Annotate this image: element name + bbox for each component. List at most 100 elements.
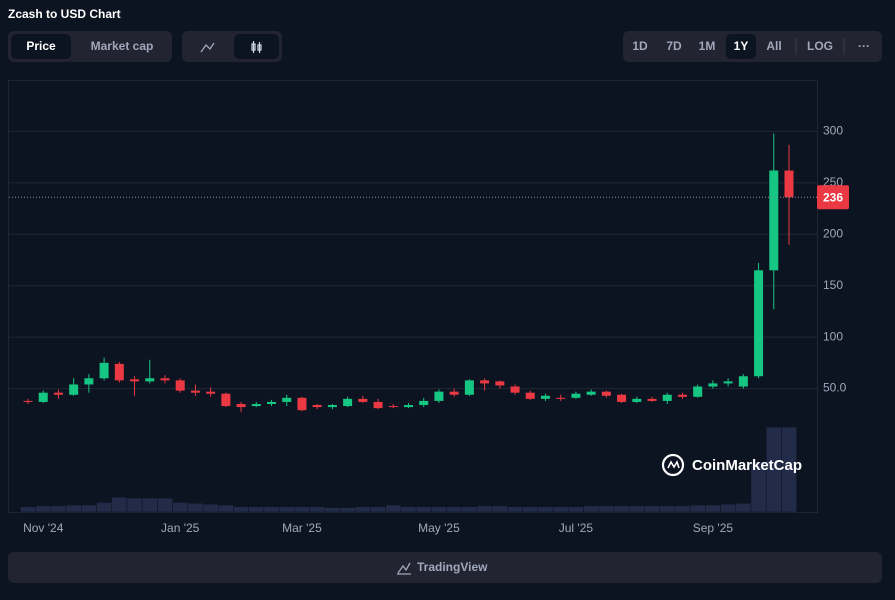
volume-bar (294, 506, 310, 513)
candle-body (404, 405, 413, 408)
tradingview-label[interactable]: TradingView (417, 560, 488, 574)
candle-body (769, 170, 779, 271)
plot-frame (8, 80, 818, 513)
volume-bar (431, 506, 447, 513)
volume-bar (126, 497, 143, 513)
candle-body (708, 383, 718, 387)
y-tick-label: 150 (823, 278, 843, 292)
candle-body (267, 401, 277, 404)
last-price-label: 236 (823, 190, 843, 204)
y-tick-label: 50.0 (823, 381, 847, 395)
candle-body (662, 394, 672, 401)
candle-body (69, 384, 79, 395)
candle-body (540, 395, 550, 399)
candle-body (434, 391, 444, 401)
volume-bar (96, 502, 112, 513)
volume-bar (705, 504, 721, 513)
volume-bar (278, 506, 295, 513)
range-button[interactable]: LOG (807, 39, 833, 53)
candle-body (525, 392, 535, 399)
candle-body (297, 397, 307, 411)
tab-button[interactable]: Price (26, 39, 56, 53)
volume-bar (476, 505, 493, 513)
candle-body (510, 386, 520, 393)
tradingview-button[interactable] (8, 552, 882, 583)
candle-body (99, 362, 109, 379)
volume-bar (248, 506, 265, 513)
volume-bar (50, 505, 67, 513)
x-tick-label: Nov '24 (23, 521, 64, 535)
volume-bar (263, 506, 280, 513)
range-button[interactable]: 1D (632, 39, 648, 53)
tradingview-icon (397, 562, 411, 575)
candle-body (221, 393, 231, 407)
volume-bar (385, 504, 402, 513)
x-tick-label: Jan '25 (161, 521, 200, 535)
volume-bar (157, 497, 173, 513)
volume-bar (339, 507, 356, 513)
more-button[interactable]: ··· (858, 39, 870, 53)
candle-body (738, 376, 748, 387)
range-button[interactable]: 1M (699, 39, 716, 53)
candle-body (312, 405, 322, 408)
candle-body (601, 391, 611, 396)
volume-bar (598, 505, 615, 513)
candle-button-active[interactable] (234, 34, 279, 59)
candle-body (327, 405, 337, 408)
volume-bar (172, 502, 189, 513)
volume-bar (491, 505, 508, 513)
volume-bar (613, 505, 630, 513)
volume-bar (141, 497, 158, 513)
candle-body (23, 400, 33, 402)
candle-body (419, 400, 429, 406)
volume-bar (659, 505, 676, 513)
volume-bar (370, 506, 386, 513)
volume-bar (552, 506, 569, 513)
x-tick-label: Sep '25 (693, 521, 734, 535)
candle-body (464, 380, 474, 395)
volume-bar (354, 506, 371, 513)
volume-bar (461, 506, 478, 513)
line-chart-icon[interactable] (200, 42, 215, 53)
candle-body (145, 378, 155, 382)
candle-body (586, 391, 596, 395)
candle-body (480, 380, 490, 384)
y-tick-label: 200 (823, 226, 843, 240)
volume-bar (111, 497, 128, 513)
candle-body (190, 390, 200, 393)
candle-body (84, 378, 94, 385)
y-tick-label: 100 (823, 329, 843, 343)
range-button[interactable]: 1Y (734, 39, 749, 53)
candle-body (723, 381, 733, 384)
candle-body (373, 401, 383, 409)
range-active (726, 34, 756, 59)
range-button[interactable]: All (766, 39, 781, 53)
volume-bar (628, 505, 645, 513)
volume-bar (446, 506, 463, 513)
volume-bar (522, 506, 539, 513)
candle-body (449, 391, 459, 395)
volume-bar (415, 506, 432, 513)
candle-body (206, 391, 216, 394)
volume-bar (35, 505, 52, 513)
volume-bar (507, 506, 523, 513)
volume-bar (568, 506, 584, 513)
volume-bar (233, 506, 249, 513)
volume-bar (65, 504, 82, 513)
range-button[interactable]: 7D (666, 39, 682, 53)
x-tick-label: Jul '25 (559, 521, 594, 535)
candle-body (175, 380, 185, 391)
volume-bar (644, 505, 660, 513)
watermark-logo-mark (667, 460, 680, 469)
volume-bar (218, 504, 234, 513)
volume-bar (781, 426, 797, 513)
candle-body (784, 170, 794, 198)
tab-button[interactable]: Market cap (91, 39, 154, 53)
candle-body (693, 386, 703, 397)
candle-body (754, 270, 764, 377)
candle-body (38, 392, 48, 402)
volume-bar (720, 503, 736, 513)
volume-bar (309, 506, 326, 513)
volume-bar (20, 506, 36, 513)
